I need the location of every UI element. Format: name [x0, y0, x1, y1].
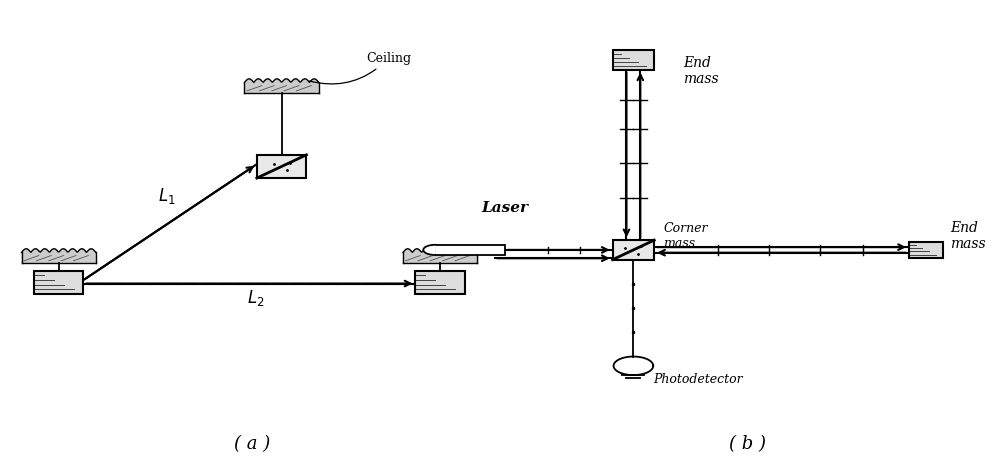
Bar — [435, 245, 505, 255]
Text: ( a ): ( a ) — [234, 435, 270, 453]
Polygon shape — [614, 356, 653, 375]
Text: Corner
mass: Corner mass — [663, 222, 708, 250]
Bar — [257, 155, 306, 178]
Bar — [613, 240, 654, 260]
Text: $\mathit{L}_1$: $\mathit{L}_1$ — [158, 186, 175, 206]
Text: Photodetector: Photodetector — [653, 373, 743, 386]
Text: $\mathit{L}_2$: $\mathit{L}_2$ — [247, 288, 264, 308]
Text: Laser: Laser — [481, 201, 528, 215]
Text: ( b ): ( b ) — [729, 435, 766, 453]
Bar — [909, 242, 943, 258]
Bar — [34, 271, 83, 294]
Text: Ceiling: Ceiling — [309, 51, 411, 84]
Polygon shape — [423, 245, 435, 255]
Text: End
mass: End mass — [683, 56, 719, 86]
Bar — [415, 271, 465, 294]
Text: End
mass: End mass — [950, 221, 986, 251]
Bar — [613, 50, 654, 69]
